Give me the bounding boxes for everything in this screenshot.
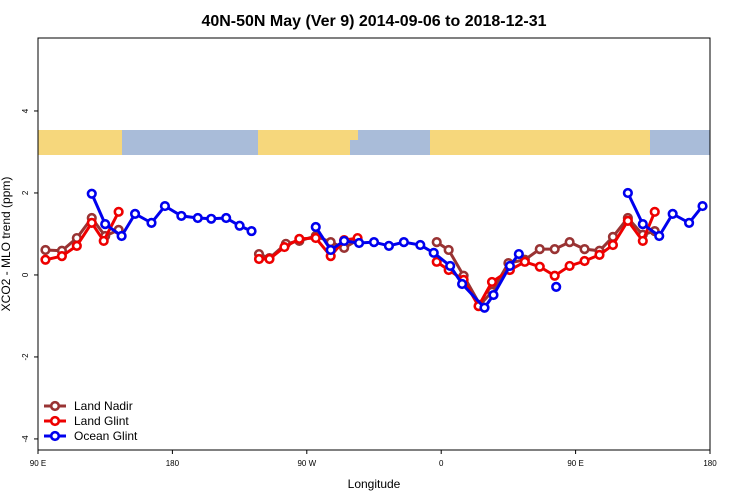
data-point xyxy=(86,188,97,199)
data-point xyxy=(579,244,590,255)
data-point xyxy=(353,237,365,249)
x-tick-label: 180 xyxy=(166,459,180,468)
data-point xyxy=(549,244,560,255)
data-point xyxy=(564,237,575,248)
plot-frame xyxy=(37,37,711,451)
data-point xyxy=(383,240,395,251)
x-axis-label: Longitude xyxy=(348,477,401,491)
data-point xyxy=(415,239,426,251)
data-point xyxy=(98,235,109,247)
data-point xyxy=(325,244,336,256)
data-point xyxy=(534,244,545,255)
data-point xyxy=(622,215,633,226)
data-point xyxy=(513,248,524,260)
legend-marker xyxy=(49,430,61,442)
data-point xyxy=(146,217,157,228)
data-point xyxy=(594,249,605,260)
y-axis-label: XCO2 - MLO trend (ppm) xyxy=(0,177,13,312)
data-point xyxy=(428,247,439,258)
data-point xyxy=(40,254,51,265)
legend-marker xyxy=(49,400,61,412)
legend-label: Land Nadir xyxy=(74,399,133,413)
data-point xyxy=(113,206,124,217)
data-point xyxy=(176,210,187,222)
data-point xyxy=(86,217,97,228)
data-point xyxy=(637,219,648,230)
data-point xyxy=(253,253,265,265)
data-point xyxy=(246,225,257,237)
data-point xyxy=(564,260,575,272)
data-point xyxy=(279,241,290,253)
data-point xyxy=(488,289,499,301)
x-tick-label: 0 xyxy=(439,459,444,468)
data-point xyxy=(579,255,590,267)
data-point xyxy=(206,213,217,224)
chart-title: 40N-50N May (Ver 9) 2014-09-06 to 2018-1… xyxy=(201,13,546,30)
x-tick-label: 90 E xyxy=(567,459,583,468)
data-point xyxy=(56,250,67,262)
y-tick-label: 2 xyxy=(21,190,30,195)
series-line xyxy=(90,192,704,311)
data-point xyxy=(654,230,665,242)
data-point xyxy=(294,233,305,244)
data-point xyxy=(431,256,442,267)
x-tick-label: 90 E xyxy=(30,459,46,468)
land-block xyxy=(38,130,122,155)
data-point xyxy=(192,212,203,224)
data-point xyxy=(637,235,648,247)
data-point xyxy=(116,230,127,242)
data-point xyxy=(607,239,619,251)
data-point xyxy=(264,253,275,265)
y-tick-label: 0 xyxy=(21,272,30,277)
land-block xyxy=(430,130,650,155)
data-point xyxy=(159,200,171,212)
data-point xyxy=(71,240,82,251)
data-point xyxy=(486,276,498,288)
data-point xyxy=(398,237,409,248)
data-point xyxy=(519,256,530,267)
legend-label: Land Glint xyxy=(74,414,129,428)
data-point xyxy=(622,187,633,199)
data-point xyxy=(504,260,515,272)
data-point xyxy=(40,244,51,256)
land-block xyxy=(350,130,358,140)
y-tick-label: 4 xyxy=(21,108,30,113)
land-block xyxy=(258,130,350,155)
data-point xyxy=(310,232,321,244)
data-point xyxy=(534,261,545,272)
data-point xyxy=(697,200,708,212)
legend-marker xyxy=(49,415,61,427)
data-point xyxy=(649,206,660,217)
x-tick-label: 90 W xyxy=(297,459,316,468)
data-point xyxy=(368,237,380,248)
data-point xyxy=(100,219,111,230)
legend-label: Ocean Glint xyxy=(74,429,138,443)
y-tick-label: -4 xyxy=(21,435,30,443)
data-point xyxy=(667,208,678,219)
x-tick-label: 180 xyxy=(703,459,717,468)
map-strip xyxy=(38,130,710,155)
data-point xyxy=(339,235,350,247)
data-point xyxy=(234,220,245,231)
data-point xyxy=(683,217,695,228)
data-point xyxy=(443,244,454,256)
data-point xyxy=(129,208,141,219)
y-tick-label: -2 xyxy=(21,353,30,361)
data-point xyxy=(457,278,468,290)
data-point xyxy=(479,302,490,313)
data-point xyxy=(551,281,562,292)
series-line xyxy=(45,211,657,310)
data-point xyxy=(445,260,456,272)
data-point xyxy=(310,221,321,233)
data-point xyxy=(549,270,560,281)
series-line xyxy=(45,215,656,308)
data-point xyxy=(221,212,232,224)
data-point xyxy=(431,237,442,248)
